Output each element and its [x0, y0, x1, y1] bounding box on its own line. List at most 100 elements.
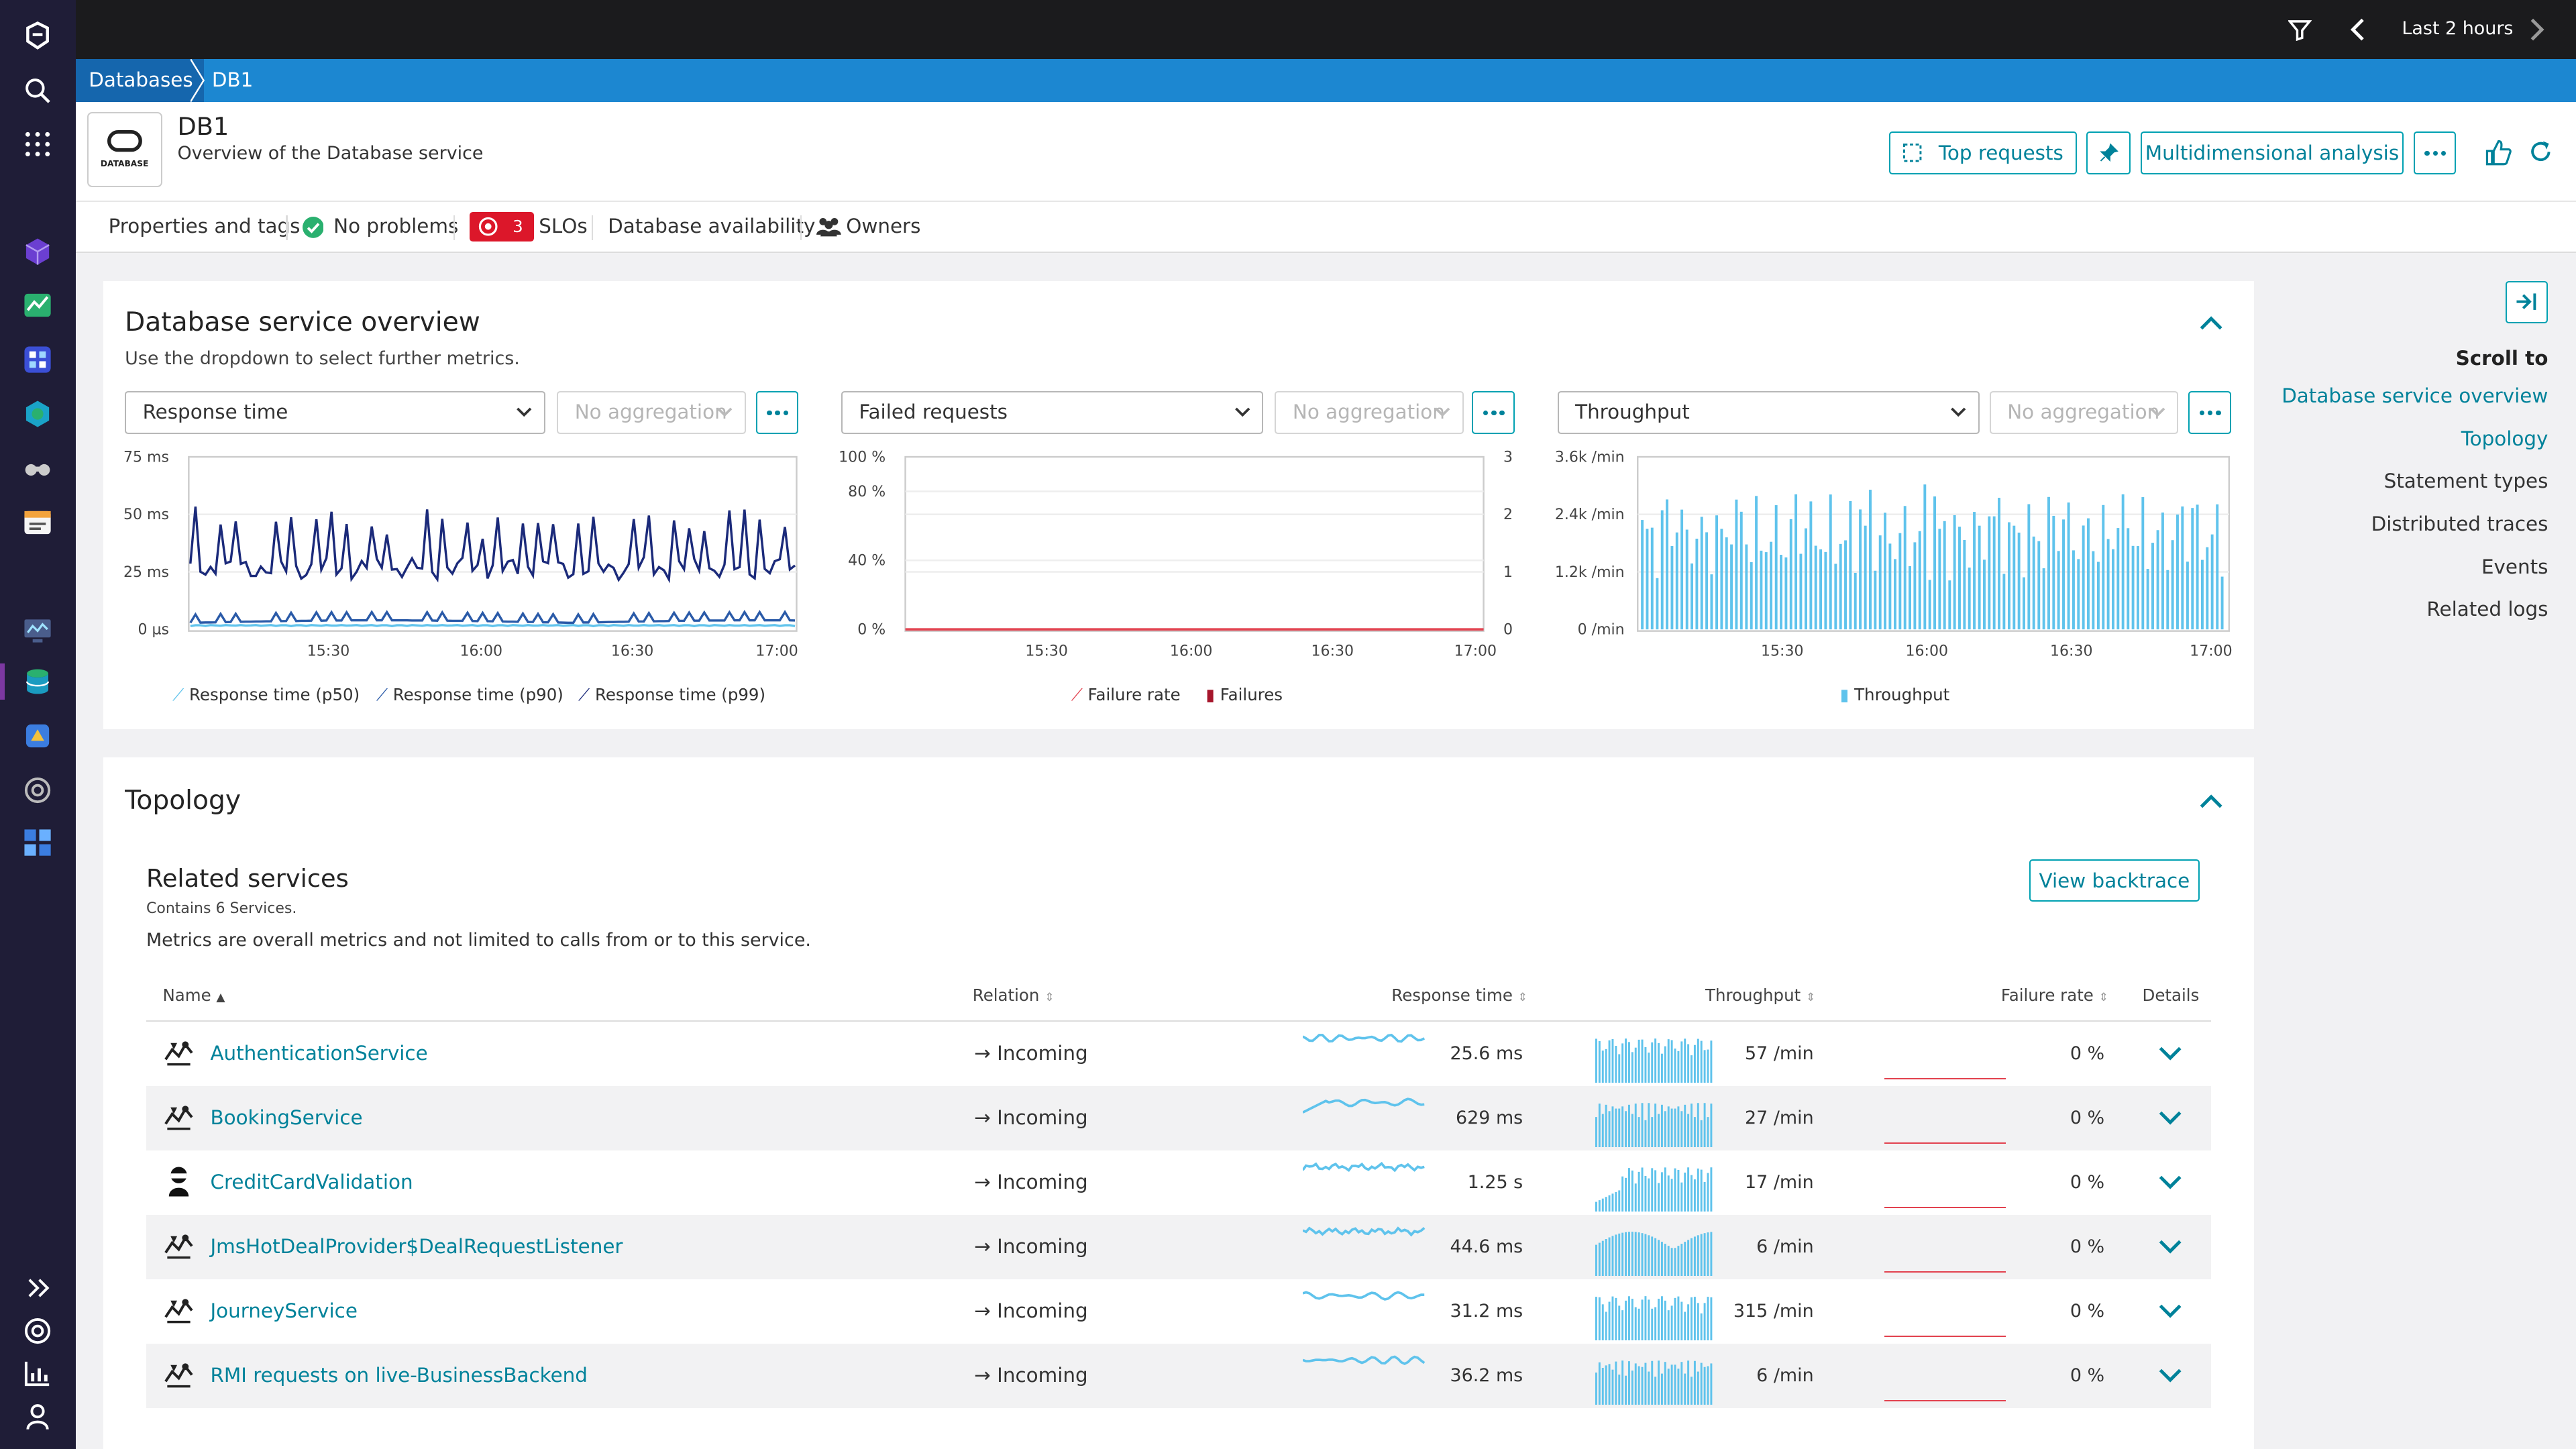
chart-more-button[interactable]	[1472, 390, 1515, 434]
expand-details-button[interactable]	[2159, 1240, 2182, 1254]
table-row[interactable]: CreditCardValidation → Incoming 1.25 s 17 /…	[146, 1150, 2211, 1215]
expand-nav-icon[interactable]	[18, 1269, 58, 1308]
metric-dropdown-failed-requests[interactable]: Failed requests	[841, 390, 1264, 434]
collapse-overview-icon[interactable]	[2200, 315, 2222, 330]
service-type-icon	[162, 1101, 199, 1134]
service-name-link[interactable]: JmsHotDealProvider$DealRequestListener	[210, 1235, 623, 1258]
support-icon[interactable]	[18, 1311, 58, 1350]
throughput-mini-bar	[1703, 1181, 1706, 1212]
legend-item[interactable]: ⟋ Response time (p90)	[376, 685, 564, 705]
throughput-sparkline	[1595, 1102, 1713, 1147]
thumbs-up-icon[interactable]	[2485, 140, 2512, 166]
analytics-icon[interactable]	[18, 1354, 58, 1393]
properties-and-tags-link[interactable]: Properties and tags	[108, 215, 301, 238]
expand-details-button[interactable]	[2159, 1175, 2182, 1190]
throughput-mini-bar	[1690, 1238, 1693, 1276]
service-name-link[interactable]: RMI requests on live-BusinessBackend	[210, 1364, 588, 1387]
scroll-link-events[interactable]: Events	[2481, 555, 2548, 578]
filter-icon[interactable]	[2288, 18, 2312, 42]
throughput-mini-bar	[1638, 1116, 1640, 1147]
metric-dropdown-response-time[interactable]: Response time	[125, 390, 546, 434]
throughput-mini-bar	[1608, 1237, 1611, 1276]
throughput-bar	[2132, 545, 2135, 629]
legend-item[interactable]: ▮ Failures	[1205, 685, 1283, 705]
failure-rate-sparkline	[1884, 1399, 2006, 1401]
top-requests-button[interactable]: Top requests	[1889, 131, 2077, 174]
service-name-link[interactable]: BookingService	[210, 1106, 363, 1130]
synthetic-app-icon[interactable]	[18, 716, 58, 756]
slo-badge[interactable]: 3	[470, 211, 534, 241]
owners-link[interactable]: Owners	[846, 215, 921, 238]
table-row[interactable]: JourneyService → Incoming 31.2 ms 315 /min 0…	[146, 1279, 2211, 1344]
breadcrumb-databases[interactable]: Databases	[89, 68, 193, 92]
timeframe-selector[interactable]: Last 2 hours	[2402, 17, 2514, 39]
column-header-response-time[interactable]: Response time ⇕	[1391, 985, 1528, 1006]
scroll-link-statement-types[interactable]: Statement types	[2383, 470, 2548, 493]
expand-details-button[interactable]	[2159, 1111, 2182, 1126]
throughput-bar	[1943, 521, 1947, 629]
chart-more-button[interactable]	[2188, 390, 2231, 434]
scroll-link-related-logs[interactable]: Related logs	[2426, 598, 2548, 621]
column-header-failure-rate[interactable]: Failure rate ⇕	[2000, 985, 2108, 1006]
service-name-link[interactable]: AuthenticationService	[210, 1042, 428, 1065]
scroll-link-distributed-traces[interactable]: Distributed traces	[2371, 513, 2548, 536]
column-header-throughput[interactable]: Throughput ⇕	[1705, 985, 1816, 1006]
throughput-mini-bar	[1621, 1360, 1624, 1405]
table-row[interactable]: RMI requests on live-BusinessBackend → In…	[146, 1344, 2212, 1408]
throughput-mini-bar	[1660, 1172, 1663, 1212]
database-app-icon[interactable]	[18, 662, 58, 702]
monitor-app-icon[interactable]	[18, 610, 58, 649]
chart-more-button[interactable]	[755, 390, 799, 434]
legend-item[interactable]: ▮ Throughput	[1839, 685, 1950, 705]
throughput-bar	[2171, 539, 2174, 629]
throughput-mini-bar	[1595, 1372, 1597, 1405]
multidimensional-analysis-button[interactable]: Multidimensional analysis	[2141, 131, 2404, 174]
search-icon[interactable]	[18, 70, 58, 110]
throughput-mini-bar	[1621, 1232, 1624, 1276]
dashboards-app-icon[interactable]	[18, 340, 58, 380]
table-row[interactable]: AuthenticationService → Incoming 25.6 ms 57…	[146, 1022, 2211, 1086]
dynatrace-logo-icon[interactable]	[18, 16, 58, 56]
chevron-left-icon[interactable]	[2348, 18, 2367, 41]
table-row[interactable]: JmsHotDealProvider$DealRequestListener → …	[146, 1215, 2212, 1279]
slos-link[interactable]: SLOs	[539, 215, 588, 238]
metric-dropdown-throughput[interactable]: Throughput	[1557, 390, 1980, 434]
legend-item[interactable]: ⟋ Failure rate	[1071, 685, 1181, 705]
legend-item[interactable]: ⟋ Response time (p50)	[172, 685, 360, 705]
refresh-icon[interactable]	[2528, 140, 2553, 164]
user-icon[interactable]	[18, 1397, 58, 1436]
expand-details-button[interactable]	[2159, 1304, 2182, 1319]
logs-app-icon[interactable]	[18, 502, 58, 542]
settings-gear-icon[interactable]	[18, 771, 58, 810]
table-row[interactable]: BookingService → Incoming 629 ms 27 /min 0 %	[146, 1086, 2212, 1150]
no-problems-status[interactable]: No problems	[333, 215, 459, 238]
column-header-relation[interactable]: Relation ⇕	[972, 985, 1055, 1006]
pin-button[interactable]	[2086, 131, 2131, 174]
collapse-panel-button[interactable]	[2505, 280, 2548, 324]
throughput-mini-bar	[1625, 1110, 1627, 1147]
cube-app-icon[interactable]	[18, 231, 58, 271]
chevron-down-icon	[717, 408, 733, 417]
throughput-bar	[1790, 519, 1793, 629]
hub-app-icon[interactable]	[18, 823, 58, 863]
collapse-topology-icon[interactable]	[2200, 794, 2222, 808]
throughput-bar	[1740, 511, 1743, 629]
column-header-name[interactable]: Name ▲	[162, 985, 225, 1006]
service-name-link[interactable]: JourneyService	[210, 1299, 358, 1323]
aggregation-dropdown: No aggregation	[1275, 390, 1464, 434]
expand-details-button[interactable]	[2159, 1368, 2182, 1383]
expand-details-button[interactable]	[2159, 1046, 2182, 1061]
chevron-right-icon[interactable]	[2527, 18, 2546, 41]
binoculars-icon[interactable]	[18, 449, 58, 488]
view-backtrace-button[interactable]: View backtrace	[2029, 859, 2200, 902]
scroll-link-overview[interactable]: Database service overview	[2282, 384, 2548, 408]
apps-grid-icon[interactable]	[18, 125, 58, 164]
services-app-icon[interactable]	[18, 394, 58, 434]
legend-item[interactable]: ⟋ Response time (p99)	[578, 685, 766, 705]
scroll-link-topology[interactable]: Topology	[2461, 427, 2548, 450]
service-name-link[interactable]: CreditCardValidation	[210, 1171, 413, 1194]
infrastructure-app-icon[interactable]	[18, 286, 58, 325]
database-availability-link[interactable]: Database availability	[608, 215, 816, 238]
more-actions-button[interactable]	[2413, 131, 2457, 174]
throughput-mini-bar	[1627, 1231, 1630, 1276]
